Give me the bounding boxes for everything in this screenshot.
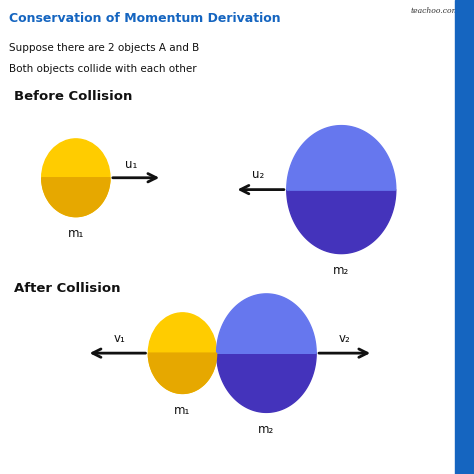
Polygon shape: [287, 126, 396, 190]
Polygon shape: [217, 353, 316, 412]
Text: u₂: u₂: [252, 168, 264, 181]
Text: m₂: m₂: [258, 423, 274, 436]
Text: m₁: m₁: [174, 404, 191, 417]
Ellipse shape: [148, 313, 217, 393]
Text: m₁: m₁: [68, 227, 84, 240]
Text: m₂: m₂: [333, 264, 349, 277]
Text: Suppose there are 2 objects A and B: Suppose there are 2 objects A and B: [9, 43, 200, 53]
Text: v₂: v₂: [339, 332, 350, 345]
Polygon shape: [217, 294, 316, 353]
Polygon shape: [148, 353, 217, 393]
Polygon shape: [287, 190, 396, 254]
Bar: [455, 0, 474, 474]
Text: Before Collision: Before Collision: [14, 90, 133, 103]
Text: u₁: u₁: [125, 158, 137, 171]
Text: After Collision: After Collision: [14, 282, 121, 295]
Text: teachoo.com: teachoo.com: [411, 7, 460, 15]
Ellipse shape: [42, 139, 110, 217]
Text: Conservation of Momentum Derivation: Conservation of Momentum Derivation: [9, 12, 281, 25]
Polygon shape: [42, 178, 110, 217]
Text: Both objects collide with each other: Both objects collide with each other: [9, 64, 197, 74]
Text: v₁: v₁: [114, 332, 126, 345]
